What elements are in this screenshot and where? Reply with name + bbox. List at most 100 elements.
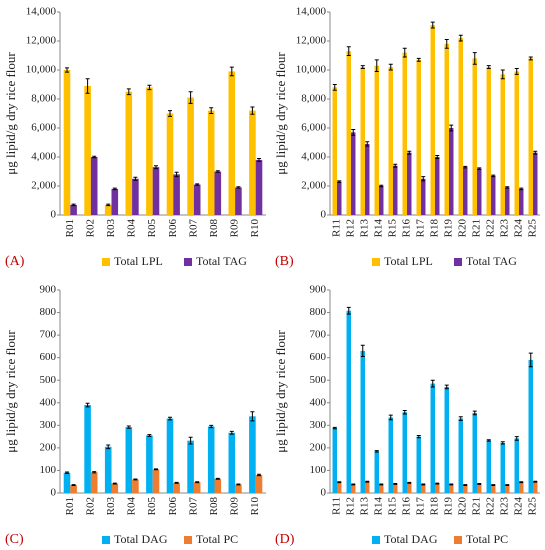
bar bbox=[346, 310, 351, 493]
error-bar bbox=[153, 165, 158, 170]
error-bar bbox=[472, 52, 477, 65]
error-bar bbox=[388, 414, 393, 421]
legend-label: Total DAG bbox=[384, 532, 438, 546]
bar bbox=[407, 152, 412, 215]
error-bar bbox=[477, 483, 482, 485]
error-bar bbox=[195, 183, 200, 186]
x-tick-label: R22 bbox=[485, 219, 497, 237]
error-bar bbox=[337, 180, 342, 183]
bar bbox=[104, 204, 112, 215]
x-tick-label: R09 bbox=[229, 497, 241, 516]
panel-label: (A) bbox=[5, 254, 25, 269]
panel-label: (C) bbox=[5, 532, 24, 547]
error-bar bbox=[477, 167, 482, 170]
error-bar bbox=[463, 165, 468, 169]
bar bbox=[152, 167, 160, 215]
x-tick-label: R07 bbox=[187, 219, 199, 238]
error-bar bbox=[236, 186, 241, 189]
error-bar bbox=[71, 484, 76, 487]
bar bbox=[249, 110, 256, 215]
x-tick-label: R08 bbox=[208, 219, 220, 238]
bar bbox=[255, 159, 263, 215]
error-bar bbox=[393, 483, 398, 485]
error-bar bbox=[215, 170, 220, 173]
error-bar bbox=[421, 483, 426, 486]
error-bar bbox=[112, 187, 117, 191]
bar bbox=[379, 484, 384, 493]
y-tick-label: 600 bbox=[40, 351, 57, 363]
bar bbox=[132, 178, 139, 215]
x-tick-label: R04 bbox=[126, 219, 138, 238]
x-tick-label: R18 bbox=[429, 497, 441, 516]
error-bar bbox=[133, 176, 138, 181]
bar bbox=[235, 484, 242, 493]
error-bar bbox=[365, 141, 370, 147]
bar bbox=[463, 485, 468, 493]
x-tick-label: R14 bbox=[373, 219, 385, 238]
error-bar bbox=[188, 436, 193, 445]
y-tick-label: 8,000 bbox=[301, 93, 326, 105]
error-bar bbox=[430, 21, 435, 29]
bar bbox=[505, 485, 510, 493]
bar bbox=[533, 481, 538, 493]
x-tick-label: R03 bbox=[105, 219, 117, 238]
error-bar bbox=[365, 480, 370, 483]
legend-swatch bbox=[184, 536, 192, 544]
y-tick-label: 12,000 bbox=[296, 35, 327, 47]
y-tick-label: 300 bbox=[310, 419, 327, 431]
error-bar bbox=[505, 186, 510, 189]
error-bar bbox=[85, 78, 90, 94]
y-tick-label: 300 bbox=[40, 419, 57, 431]
x-tick-label: R24 bbox=[513, 497, 525, 516]
x-tick-label: R10 bbox=[249, 497, 261, 516]
bar bbox=[146, 435, 153, 493]
legend-label: Total LPL bbox=[114, 254, 163, 268]
y-axis-label: μg lipid/g dry rice flour bbox=[273, 330, 288, 453]
error-bar bbox=[174, 481, 179, 484]
y-tick-label: 900 bbox=[40, 284, 57, 296]
y-tick-label: 700 bbox=[310, 329, 327, 341]
bar bbox=[449, 484, 454, 493]
bar bbox=[379, 186, 384, 215]
bar bbox=[435, 483, 440, 493]
y-tick-label: 100 bbox=[40, 464, 57, 476]
bar bbox=[173, 174, 180, 215]
legend-swatch bbox=[454, 258, 462, 266]
error-bar bbox=[147, 84, 152, 91]
error-bar bbox=[379, 483, 384, 486]
legend-swatch bbox=[454, 536, 462, 544]
x-tick-label: R11 bbox=[331, 497, 343, 515]
bar bbox=[514, 438, 519, 493]
y-tick-label: 400 bbox=[310, 396, 327, 408]
error-bar bbox=[106, 444, 111, 450]
x-tick-label: R01 bbox=[64, 497, 76, 515]
y-axis-label: μg lipid/g dry rice flour bbox=[3, 52, 18, 175]
y-tick-label: 0 bbox=[321, 209, 327, 221]
error-bar bbox=[215, 477, 220, 480]
bar bbox=[407, 482, 412, 493]
x-tick-label: R21 bbox=[471, 219, 483, 237]
y-tick-label: 10,000 bbox=[26, 64, 57, 76]
bar bbox=[458, 38, 463, 215]
bar bbox=[90, 157, 98, 215]
legend-label: Total TAG bbox=[196, 254, 247, 268]
x-tick-label: R23 bbox=[499, 219, 511, 238]
bar bbox=[374, 65, 379, 216]
bar bbox=[104, 446, 112, 493]
error-bar bbox=[491, 174, 496, 178]
x-tick-label: R13 bbox=[359, 497, 371, 516]
error-bar bbox=[351, 128, 356, 136]
bar bbox=[360, 67, 365, 215]
bar bbox=[444, 43, 449, 216]
error-bar bbox=[435, 482, 440, 485]
bar bbox=[500, 74, 505, 215]
bar bbox=[477, 168, 482, 215]
x-tick-label: R22 bbox=[485, 497, 497, 515]
error-bar bbox=[393, 163, 398, 168]
error-bar bbox=[533, 150, 538, 155]
bar bbox=[214, 171, 222, 215]
bar bbox=[430, 383, 435, 493]
error-bar bbox=[174, 171, 179, 178]
y-tick-label: 800 bbox=[40, 306, 57, 318]
bar bbox=[463, 167, 468, 215]
